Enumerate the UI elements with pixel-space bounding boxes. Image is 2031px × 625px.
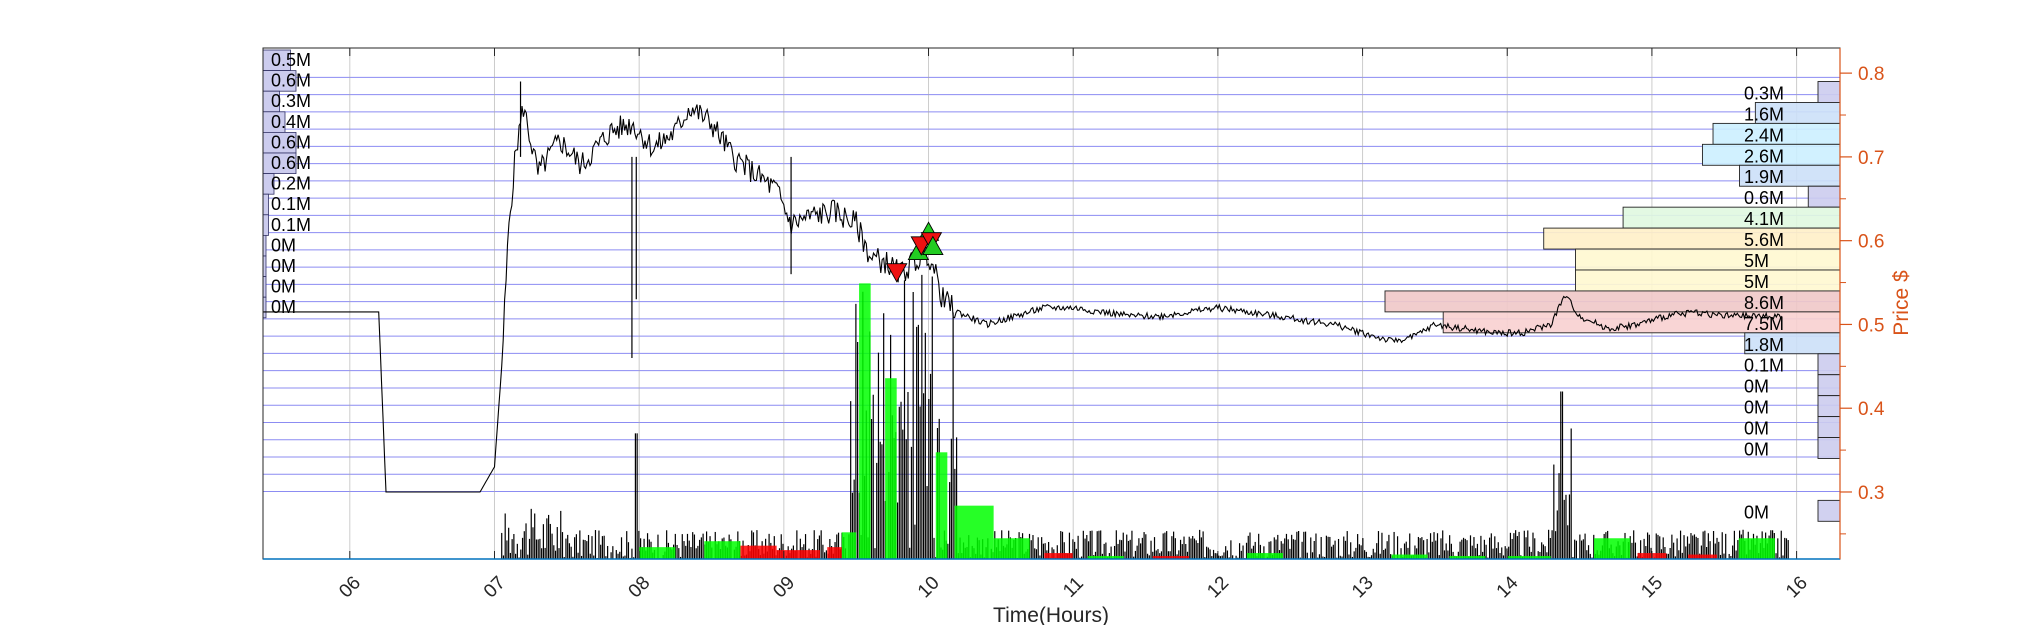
x-tick-label: 15: [1637, 572, 1667, 602]
left-profile-label: 0.5M: [271, 50, 311, 70]
right-profile-label: 0.1M: [1744, 356, 1784, 376]
right-profile-label: 4.1M: [1744, 209, 1784, 229]
volume-bars: [639, 283, 1775, 559]
left-profile-label: 0.6M: [271, 132, 311, 152]
buy-volume-bar: [1449, 556, 1486, 559]
left-profile-label: 0M: [271, 297, 296, 317]
x-axis-title: Time(Hours): [993, 604, 1109, 625]
buy-marker: [922, 235, 944, 255]
left-profile-label: 0.1M: [271, 215, 311, 235]
left-profile-label: 0M: [271, 256, 296, 276]
sell-volume-bar: [1152, 556, 1189, 559]
price-tick-label: 0.5: [1858, 315, 1884, 336]
right-profile-bar: [1817, 437, 1841, 459]
left-profile-label: 0.6M: [271, 153, 311, 173]
price-path: [263, 104, 1783, 493]
x-tick-label: 16: [1782, 572, 1812, 602]
buy-volume-bar: [1391, 554, 1428, 559]
right-profile-label: 8.6M: [1744, 293, 1784, 313]
buy-volume-bar: [841, 532, 857, 559]
right-profile-bar: [1817, 416, 1841, 438]
right-profile-label: 0M: [1744, 398, 1769, 418]
price-tick-label: 0.3: [1858, 483, 1884, 504]
right-profile-label: 0M: [1744, 502, 1769, 522]
left-profile-bar: [262, 214, 269, 236]
left-profile-label: 0M: [271, 235, 296, 255]
left-volume-profile: 0.5M0.6M0.3M0.4M0.6M0.6M0.2M0.1M0.1M0M0M…: [262, 49, 311, 319]
right-profile-bar: [1807, 185, 1841, 208]
right-profile-bar: [1817, 499, 1841, 522]
price-tick-label: 0.7: [1858, 148, 1884, 169]
sell-volume-bar: [1688, 554, 1718, 559]
buy-volume-bar: [935, 452, 948, 559]
right-profile-label: 0M: [1744, 419, 1769, 439]
price-axis-title: Price $: [1890, 270, 1913, 336]
x-tick-label: 07: [480, 572, 510, 602]
buy-volume-bar: [639, 547, 676, 559]
right-volume-profile: 0.3M1.6M2.4M2.6M1.9M0.6M4.1M5.6M5M5M8.6M…: [1384, 81, 1841, 522]
right-profile-bar: [1622, 206, 1841, 229]
right-profile-label: 2.6M: [1744, 146, 1784, 166]
right-profile-label: 5M: [1744, 272, 1769, 292]
x-tick-label: 11: [1059, 573, 1088, 602]
left-profile-label: 0.4M: [271, 112, 311, 132]
left-profile-label: 0.6M: [271, 71, 311, 91]
buy-volume-bar: [885, 378, 897, 559]
right-profile-label: 5M: [1744, 251, 1769, 271]
right-profile-label: 1.8M: [1744, 335, 1784, 355]
x-tick-label: 13: [1348, 572, 1378, 602]
x-tick-label: 09: [769, 572, 799, 602]
right-profile-label: 0.6M: [1744, 188, 1784, 208]
price-tick-label: 0.4: [1858, 399, 1885, 420]
right-profile-label: 7.5M: [1744, 314, 1784, 334]
sell-volume-bar: [740, 545, 777, 559]
x-tick-label: 12: [1203, 572, 1233, 602]
buy-volume-bar: [704, 541, 741, 559]
sell-volume-bar: [776, 550, 821, 559]
left-profile-label: 0.1M: [271, 194, 311, 214]
price-tick-label: 0.8: [1858, 64, 1884, 85]
right-profile-label: 0.3M: [1744, 83, 1784, 103]
buy-volume-bar: [1246, 553, 1283, 559]
sell-volume-bar: [1044, 553, 1074, 559]
left-profile-bar: [262, 193, 269, 216]
buy-volume-bar: [1507, 556, 1551, 559]
right-profile-bar: [1575, 248, 1841, 271]
price-tick-label: 0.6: [1858, 232, 1884, 253]
right-profile-label: 0M: [1744, 377, 1769, 397]
right-profile-bar: [1817, 374, 1841, 397]
right-profile-bar: [1817, 353, 1841, 376]
sell-volume-bar: [827, 547, 842, 559]
right-profile-bar: [1817, 395, 1841, 418]
buy-volume-bar: [993, 538, 1030, 559]
price-axis: 0.3 0.4 0.5 0.6 0.7 0.8: [1839, 48, 1885, 559]
x-tick-label: 10: [914, 572, 944, 602]
left-profile-label: 0.3M: [271, 91, 311, 111]
right-profile-label: 1.6M: [1744, 104, 1784, 124]
buy-volume-bar: [954, 505, 994, 559]
right-profile-bar: [1543, 227, 1841, 250]
right-profile-bar: [1575, 269, 1841, 292]
buy-volume-bar: [859, 283, 871, 559]
right-profile-label: 0M: [1744, 439, 1769, 459]
buy-volume-bar: [1594, 538, 1631, 559]
buy-volume-bar: [1087, 556, 1124, 559]
left-profile-label: 0.2M: [271, 174, 311, 194]
right-profile-label: 5.6M: [1744, 230, 1784, 250]
buy-volume-bar: [1738, 538, 1775, 559]
price-line: [263, 81, 1783, 493]
x-tick-label: 08: [625, 572, 655, 602]
left-profile-label: 0M: [271, 277, 296, 297]
right-profile-label: 1.9M: [1744, 167, 1784, 187]
right-profile-label: 2.4M: [1744, 125, 1784, 145]
x-tick-label: 14: [1493, 572, 1523, 602]
trade-markers: [885, 221, 944, 283]
sell-marker: [885, 263, 908, 283]
right-profile-bar: [1817, 81, 1841, 103]
x-tick-label: 06: [335, 572, 365, 602]
